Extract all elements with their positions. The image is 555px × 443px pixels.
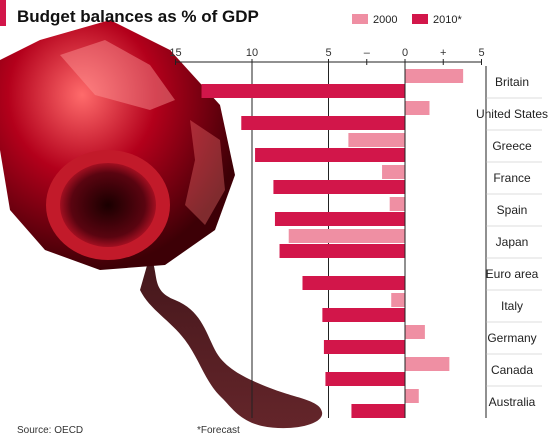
title-accent-bar: [0, 0, 6, 26]
bar-2010: [323, 340, 405, 354]
bar-2000: [405, 69, 464, 83]
category-label: Italy: [501, 299, 523, 313]
category-label: Spain: [497, 203, 528, 217]
bar-2010: [273, 180, 405, 194]
bar-2010: [201, 84, 405, 98]
bar-2010: [351, 404, 405, 418]
x-tick-label: 15: [169, 47, 181, 59]
bar-2010: [274, 212, 405, 226]
bar-2010: [302, 276, 405, 290]
category-labels: Britain United States Greece France Spain Jap…: [476, 66, 548, 418]
x-tick-label: +: [440, 47, 446, 59]
category-label: United States: [476, 107, 548, 121]
legend-label-2000: 2000: [373, 14, 397, 26]
bar-2000: [382, 165, 405, 179]
bar-2000: [405, 101, 430, 115]
legend-label-2010: 2010*: [433, 14, 462, 26]
legend-swatch-2000: [352, 14, 368, 24]
legend: 2000 2010*: [352, 14, 462, 26]
bar-2000: [389, 197, 405, 211]
x-tick-label: 10: [246, 47, 258, 59]
category-label: Australia: [489, 395, 536, 409]
category-label: Euro area: [486, 267, 539, 281]
bar-2000: [288, 229, 405, 243]
x-tick-label: 0: [402, 47, 408, 59]
bar-2000: [405, 389, 419, 403]
source-note: Source: OECD: [17, 425, 83, 436]
x-tick-label: –: [364, 47, 371, 59]
category-label: France: [493, 171, 531, 185]
bar-2000: [348, 133, 405, 147]
bar-2010: [279, 244, 405, 258]
legend-swatch-2010: [412, 14, 428, 24]
bar-2010: [322, 308, 405, 322]
bar-2000: [391, 293, 405, 307]
category-label: Greece: [492, 139, 532, 153]
category-label: Canada: [491, 363, 533, 377]
ink-bottle-illustration: [0, 20, 323, 429]
bar-2010: [255, 148, 405, 162]
chart-title: Budget balances as % of GDP: [17, 7, 259, 26]
forecast-footnote: *Forecast: [197, 425, 240, 436]
x-tick-label: 5: [325, 47, 331, 59]
x-tick-labels: 15 10 5 – 0 +5: [169, 47, 485, 65]
bar-2010: [325, 372, 405, 386]
category-label: Britain: [495, 75, 529, 89]
category-label: Japan: [496, 235, 529, 249]
x-tick-label: 5: [478, 47, 484, 59]
bar-2000: [405, 357, 450, 371]
category-label: Germany: [487, 331, 536, 345]
bar-2000: [405, 325, 425, 339]
bar-2010: [241, 116, 405, 130]
bars: [201, 69, 464, 418]
